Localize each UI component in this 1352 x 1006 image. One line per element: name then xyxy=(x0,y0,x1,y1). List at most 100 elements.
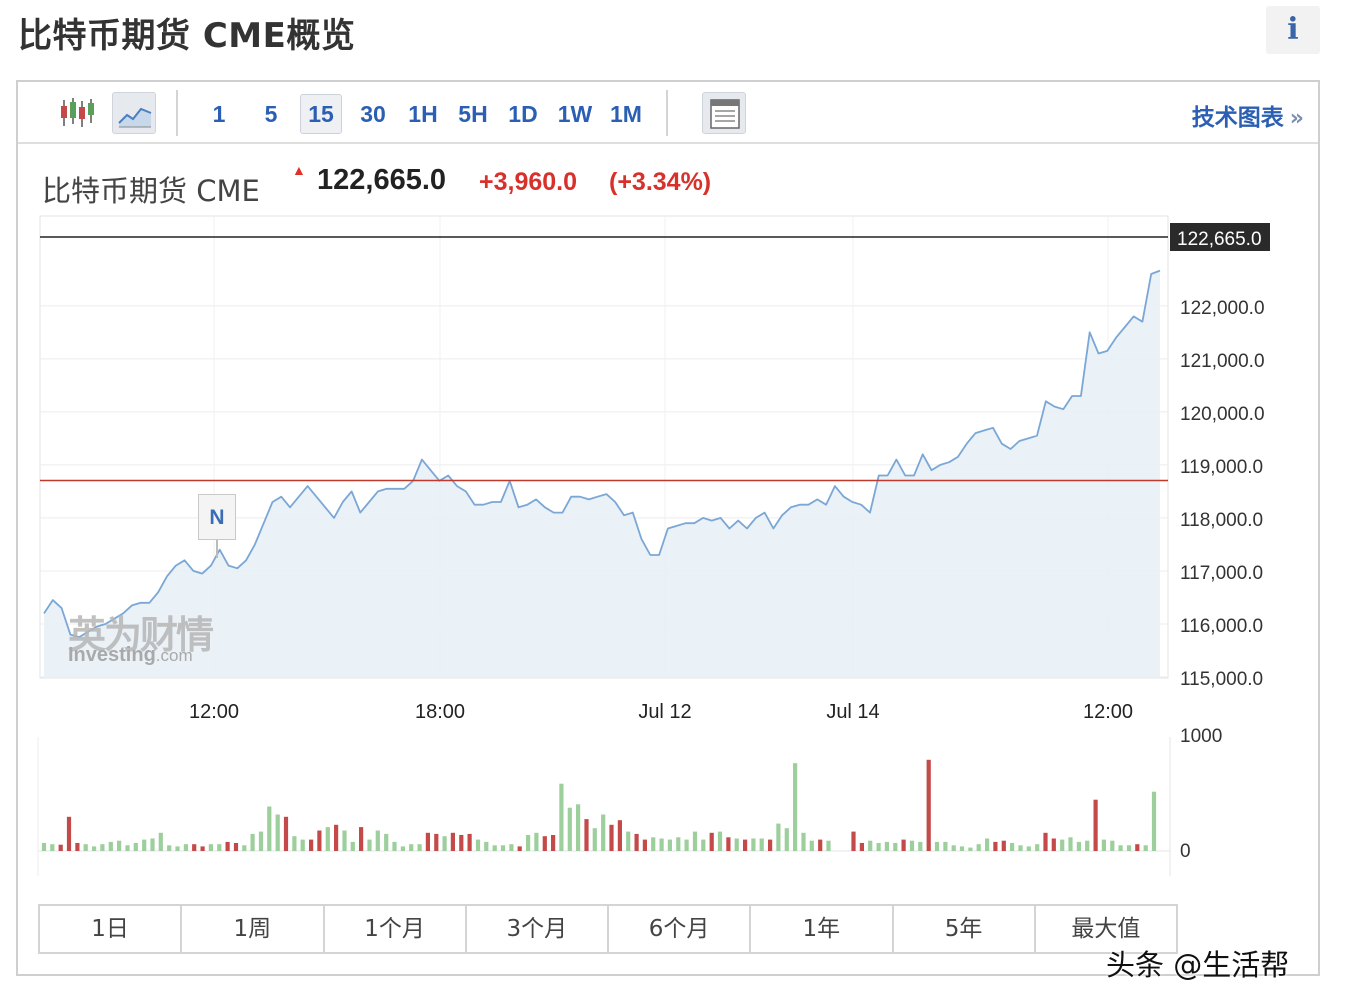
technical-chart-link[interactable]: 技术图表» xyxy=(1192,98,1304,132)
instrument-name: 比特币期货 CME xyxy=(42,174,260,208)
volume-bar xyxy=(868,840,873,851)
volume-bar xyxy=(58,844,63,851)
range-1w[interactable]: 1周 xyxy=(182,906,325,952)
volume-bar xyxy=(717,831,723,851)
volume-bar xyxy=(158,832,163,851)
volume-bar xyxy=(92,846,97,851)
candlestick-chart-icon[interactable] xyxy=(54,92,98,134)
volume-bar xyxy=(901,839,906,851)
timeframe-1d[interactable]: 1D xyxy=(508,101,538,127)
volume-bar xyxy=(175,846,180,851)
volume-bar xyxy=(993,841,998,851)
volume-bar xyxy=(918,841,923,851)
volume-bar xyxy=(959,846,965,851)
y-tick-label: 120,000.0 xyxy=(1180,404,1265,425)
volume-bar xyxy=(125,845,130,851)
volume-bar xyxy=(676,837,681,851)
watermark-domain: .com xyxy=(155,646,193,665)
volume-bar xyxy=(1076,841,1081,851)
x-tick-label: 12:00 xyxy=(1083,701,1133,723)
volume-bar xyxy=(1018,845,1023,851)
toolbar-divider xyxy=(176,90,178,136)
volume-bar xyxy=(417,844,422,851)
timeframe-30[interactable]: 30 xyxy=(360,101,386,127)
last-price: 122,665.0 xyxy=(317,164,447,196)
y-tick-label: 118,000.0 xyxy=(1180,510,1263,531)
timeframe-1m[interactable]: 1M xyxy=(610,101,642,127)
volume-bar xyxy=(584,819,589,851)
volume-tick-label: 1000 xyxy=(1180,726,1222,747)
x-tick-label: 18:00 xyxy=(415,701,465,723)
volume-bar xyxy=(392,841,397,851)
volume-bar xyxy=(893,843,898,851)
volume-bar xyxy=(467,833,472,851)
volume-bar xyxy=(400,846,405,851)
range-1d[interactable]: 1日 xyxy=(40,906,183,952)
timeframe-1w[interactable]: 1W xyxy=(557,101,593,127)
volume-bar xyxy=(567,807,572,851)
range-5y[interactable]: 5年 xyxy=(894,906,1036,952)
volume-bar xyxy=(626,831,631,851)
timeframe-15[interactable]: 15 xyxy=(300,94,342,134)
volume-bar xyxy=(601,814,606,851)
volume-bar xyxy=(100,844,105,851)
volume-bar xyxy=(1143,845,1148,851)
timeframe-5[interactable]: 5 xyxy=(264,101,278,127)
volume-bar xyxy=(292,836,297,851)
volume-bar xyxy=(367,839,372,851)
y-tick-label: 122,000.0 xyxy=(1180,298,1265,319)
timeframe-1h[interactable]: 1H xyxy=(408,101,438,127)
last-price-tag-label: 122,665.0 xyxy=(1177,229,1262,250)
volume-bar xyxy=(659,838,664,851)
volume-bar xyxy=(1101,839,1106,851)
area-chart-icon[interactable] xyxy=(112,92,156,134)
news-marker[interactable]: N xyxy=(198,494,236,540)
timeframe-5h[interactable]: 5H xyxy=(458,101,488,127)
volume-bar xyxy=(1151,791,1157,851)
volume-bar xyxy=(1051,838,1056,851)
volume-bar xyxy=(309,839,314,851)
range-3m[interactable]: 3个月 xyxy=(467,906,609,952)
volume-bar xyxy=(751,838,756,851)
volume-bar xyxy=(759,838,764,851)
volume-bar xyxy=(1043,832,1048,851)
volume-bar xyxy=(534,832,539,851)
range-1y[interactable]: 1年 xyxy=(751,906,894,952)
volume-bar xyxy=(41,843,47,851)
table-view-icon[interactable] xyxy=(702,92,746,134)
volume-bar xyxy=(793,763,798,851)
volume-bar xyxy=(1001,840,1006,851)
y-tick-label: 115,000.0 xyxy=(1180,669,1263,690)
y-tick-label: 119,000.0 xyxy=(1180,457,1263,478)
volume-bar xyxy=(1085,840,1090,851)
volume-bar xyxy=(701,839,706,851)
volume-bar xyxy=(183,844,188,851)
x-tick-label: 12:00 xyxy=(189,701,239,723)
volume-bar xyxy=(985,838,990,851)
timeframe-1[interactable]: 1 xyxy=(212,101,226,127)
volume-bar xyxy=(300,839,305,851)
volume-bar xyxy=(884,841,889,851)
range-1m[interactable]: 1个月 xyxy=(325,906,467,952)
volume-bar xyxy=(450,832,455,851)
volume-bar xyxy=(200,846,205,851)
price-change-percent: (+3.34%) xyxy=(609,168,712,196)
volume-bar xyxy=(1118,845,1123,851)
volume-bar xyxy=(275,814,280,851)
info-icon[interactable]: i xyxy=(1266,6,1320,54)
volume-bar xyxy=(442,836,447,851)
range-max[interactable]: 最大值 xyxy=(1071,916,1141,942)
volume-bar xyxy=(926,759,931,851)
y-tick-label: 117,000.0 xyxy=(1180,563,1263,584)
volume-bar xyxy=(526,835,531,851)
volume-bar xyxy=(1060,839,1065,851)
volume-bar xyxy=(684,839,689,851)
volume-bar xyxy=(192,844,197,851)
volume-bar xyxy=(108,841,113,851)
volume-bar xyxy=(1035,844,1040,851)
range-6m[interactable]: 6个月 xyxy=(609,906,752,952)
volume-bar xyxy=(325,827,330,851)
volume-bar xyxy=(826,840,831,851)
volume-bar xyxy=(651,837,656,851)
